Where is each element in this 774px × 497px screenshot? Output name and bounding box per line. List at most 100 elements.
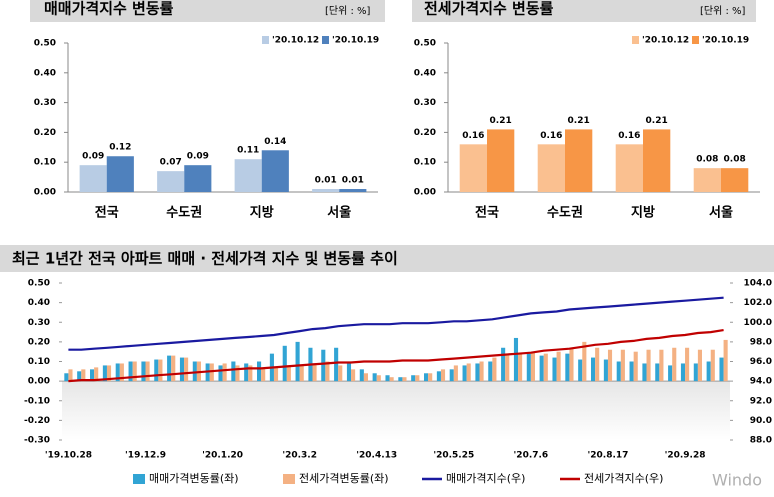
bar	[693, 363, 698, 382]
bar	[616, 361, 621, 382]
bar	[591, 357, 596, 382]
bar	[436, 371, 441, 382]
data-label: 0.08	[724, 155, 746, 165]
bar	[167, 355, 172, 382]
bar	[81, 369, 86, 382]
bar	[537, 144, 565, 192]
bar	[132, 361, 137, 382]
bar	[372, 373, 377, 382]
bar	[552, 357, 557, 382]
bar	[90, 369, 95, 382]
x-tick-label: '20.9.28	[665, 451, 706, 461]
bar	[501, 347, 506, 382]
bar	[642, 363, 647, 382]
bar	[565, 353, 570, 382]
bar	[697, 349, 702, 382]
bar	[595, 347, 600, 382]
bar	[286, 365, 291, 382]
bar	[312, 363, 317, 382]
bar	[620, 349, 625, 382]
data-label: 0.01	[315, 176, 337, 186]
bar	[710, 349, 715, 382]
bar	[257, 361, 262, 382]
bar	[248, 365, 253, 382]
legend-label: '20.10.19	[332, 36, 379, 46]
bar	[685, 347, 690, 382]
y-tick-label: 0.50	[28, 279, 50, 289]
unit-label: [단위 : %]	[325, 4, 371, 17]
data-label: 0.01	[342, 176, 364, 186]
legend-label: 매매가격변동률(좌)	[149, 472, 239, 485]
y-tick-label: 0.40	[414, 68, 436, 78]
bar	[693, 168, 721, 192]
bar	[209, 363, 214, 382]
bar	[171, 355, 176, 382]
line	[68, 296, 724, 351]
x-tick-label: '20.7.6	[514, 451, 549, 461]
header-bar	[0, 245, 774, 272]
bar	[106, 365, 112, 382]
bar	[339, 189, 367, 192]
data-label: 0.14	[264, 137, 286, 147]
y-tick-label: 0.00	[34, 188, 56, 198]
y-tick-label: 0.00	[28, 377, 50, 387]
bar	[157, 171, 185, 192]
y2-tick-label: 100.0	[744, 318, 772, 328]
bar	[158, 359, 163, 382]
legend-label: 전세가격지수(우)	[584, 472, 663, 485]
y-tick-label: 0.10	[414, 158, 436, 168]
bar	[346, 361, 352, 382]
legend-label: 매매가격지수(우)	[446, 472, 525, 485]
chart-title: 매매가격지수 변동률	[44, 0, 174, 18]
y2-tick-label: 96.0	[750, 357, 772, 367]
bar	[453, 365, 458, 382]
bar	[659, 349, 664, 382]
bar	[655, 363, 660, 382]
bar	[569, 347, 574, 382]
y2-tick-label: 104.0	[744, 279, 772, 289]
legend-swatch	[692, 36, 699, 44]
data-label: 0.21	[568, 116, 590, 126]
bar	[615, 144, 643, 192]
bar	[530, 351, 535, 382]
bar	[578, 359, 583, 382]
bar	[261, 367, 266, 382]
bar	[723, 339, 728, 382]
y-tick-label: 0.20	[34, 128, 56, 138]
y2-tick-label: 98.0	[750, 337, 772, 347]
legend-label: 전세가격변동률(좌)	[299, 472, 389, 485]
bar	[385, 375, 390, 382]
y2-tick-label: 102.0	[744, 298, 772, 308]
y-tick-label: 0.10	[34, 158, 56, 168]
bar	[376, 375, 381, 382]
y-tick-label: 0.30	[28, 318, 50, 328]
bar	[145, 361, 150, 382]
bar	[449, 369, 454, 382]
x-tick-label: '19.12.9	[125, 451, 166, 461]
bar	[222, 363, 227, 382]
y-tick-label: 0.20	[414, 128, 436, 138]
bar	[629, 361, 634, 382]
bar	[102, 365, 107, 382]
x-tick-label: 지방	[250, 205, 274, 221]
bar	[646, 349, 651, 382]
bar	[234, 159, 262, 192]
bar	[526, 353, 531, 382]
bar	[273, 367, 279, 382]
x-tick-label: '20.4.13	[356, 451, 397, 461]
header-bar	[412, 0, 756, 22]
bar	[706, 361, 711, 382]
bar	[411, 375, 416, 382]
data-label: 0.16	[462, 131, 484, 141]
data-label: 0.09	[82, 152, 104, 162]
bar	[68, 369, 73, 382]
data-label: 0.21	[490, 116, 512, 126]
y-tick-label: -0.20	[24, 416, 50, 426]
bar	[428, 373, 433, 382]
bar	[603, 359, 608, 382]
bar	[488, 361, 493, 382]
y2-tick-label: 92.0	[750, 396, 772, 406]
bar	[672, 347, 677, 382]
unit-label: [단위 : %]	[700, 4, 746, 17]
bar	[244, 363, 249, 382]
